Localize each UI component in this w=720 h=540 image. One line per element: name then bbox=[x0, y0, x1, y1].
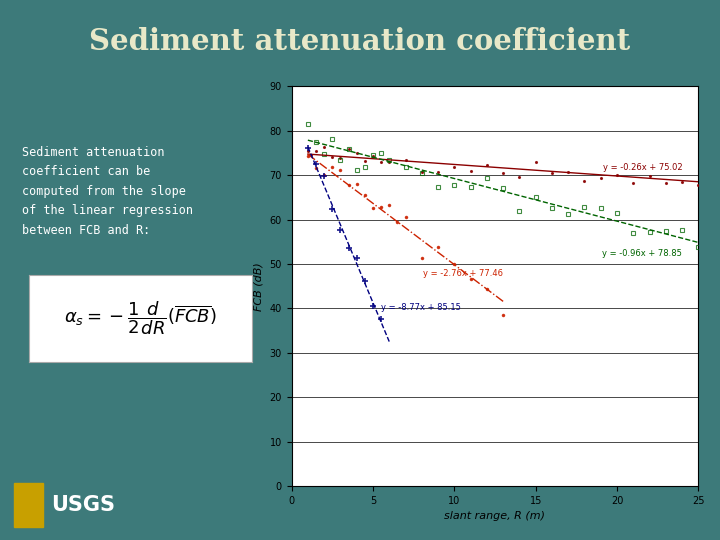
X-axis label: slant range, R (m): slant range, R (m) bbox=[444, 511, 546, 521]
Text: $\alpha_s = -\dfrac{1}{2}\dfrac{d}{dR}(\overline{FCB})$: $\alpha_s = -\dfrac{1}{2}\dfrac{d}{dR}(\… bbox=[64, 300, 217, 338]
Y-axis label: FCB (dB): FCB (dB) bbox=[254, 262, 264, 310]
Text: y = -0.96x + 78.85: y = -0.96x + 78.85 bbox=[602, 249, 682, 258]
Text: y = -8.77x + 85.15: y = -8.77x + 85.15 bbox=[381, 303, 461, 312]
Text: Sediment attenuation
coefficient can be
computed from the slope
of the linear re: Sediment attenuation coefficient can be … bbox=[22, 146, 193, 237]
Text: y = -0.26x + 75.02: y = -0.26x + 75.02 bbox=[603, 163, 682, 172]
Text: USGS: USGS bbox=[50, 495, 114, 515]
Text: Sediment attenuation coefficient: Sediment attenuation coefficient bbox=[89, 27, 631, 56]
Bar bbox=[14, 483, 43, 527]
Text: y = -2.76x + 77.46: y = -2.76x + 77.46 bbox=[423, 269, 503, 278]
